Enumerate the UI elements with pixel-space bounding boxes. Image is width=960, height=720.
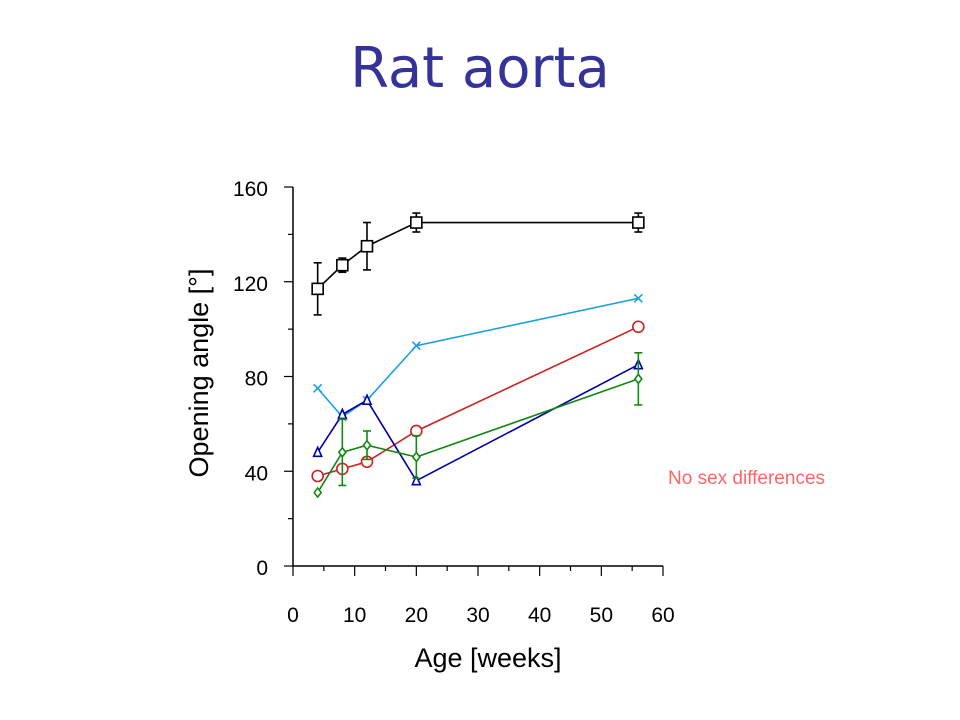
x-tick-label: 30 — [466, 604, 489, 627]
data-point-square — [336, 258, 349, 272]
series-4 — [313, 352, 643, 499]
data-point-square — [360, 239, 374, 253]
x-tick-label: 40 — [528, 604, 551, 627]
x-tick-label: 60 — [651, 604, 674, 627]
chart-axes: 0 40 80 120 160 0 10 20 30 40 50 60 — [233, 178, 675, 627]
annotation-note: No sex differences — [668, 468, 826, 489]
series-line — [316, 378, 639, 493]
data-point-square — [632, 216, 645, 229]
y-tick-label: 120 — [233, 273, 268, 296]
x-axis-label: Age [weeks] — [414, 643, 561, 673]
data-point-square — [410, 216, 423, 229]
x-tick-label: 0 — [287, 604, 299, 627]
data-point-diamond — [313, 486, 323, 499]
series-line — [317, 221, 639, 290]
data-point-square — [311, 282, 324, 296]
data-point-triangle — [361, 393, 373, 405]
chart-series — [311, 212, 645, 499]
y-tick-label: 40 — [245, 462, 268, 485]
data-point-diamond — [337, 446, 347, 459]
x-tick-label: 50 — [590, 604, 613, 627]
x-tick-label: 20 — [405, 604, 428, 627]
y-tick-label: 160 — [233, 178, 268, 201]
slide-title: Rat aorta — [350, 36, 610, 101]
data-point-triangle — [337, 407, 348, 420]
data-point-x — [411, 341, 421, 351]
data-point-triangle — [411, 473, 422, 486]
series-0 — [311, 212, 645, 316]
data-point-x-stroke — [411, 341, 421, 351]
data-point-x — [633, 293, 643, 303]
data-point-x — [313, 383, 323, 393]
data-point-circle — [311, 469, 324, 483]
data-point-diamond — [362, 439, 372, 451]
data-point-x-stroke — [633, 293, 643, 303]
data-point-diamond — [411, 451, 421, 463]
data-point-x-stroke — [313, 383, 323, 393]
x-tick-label: 10 — [343, 604, 366, 627]
series-2 — [311, 320, 645, 483]
data-point-triangle — [312, 445, 323, 458]
data-point-diamond — [633, 373, 643, 385]
y-tick-label: 80 — [245, 368, 268, 391]
series-3 — [312, 357, 644, 486]
data-point-circle — [632, 320, 645, 334]
data-point-circle — [410, 424, 423, 438]
y-tick-label: 0 — [256, 557, 268, 580]
y-axis-label: Opening angle [°] — [184, 269, 214, 478]
